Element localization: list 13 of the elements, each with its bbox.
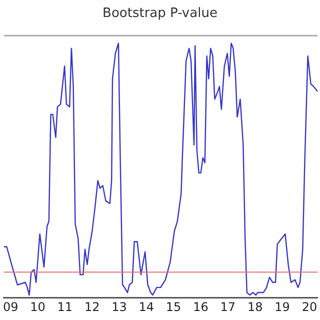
x-tick-label: 15 xyxy=(166,300,182,314)
x-tick-label: 20 xyxy=(302,300,318,314)
x-tick-label: 10 xyxy=(30,300,46,314)
x-tick-label: 18 xyxy=(247,300,263,314)
x-tick-label: 14 xyxy=(138,300,154,314)
x-tick-label: 19 xyxy=(274,300,290,314)
x-tick-label: 17 xyxy=(220,300,236,314)
x-tick-label: 13 xyxy=(112,300,127,314)
x-tick-label: 09 xyxy=(2,300,18,314)
chart-title: Bootstrap P-value xyxy=(102,6,218,22)
x-tick-label: 12 xyxy=(84,300,100,314)
x-tick-label: 16 xyxy=(193,300,208,314)
x-tick-label: 11 xyxy=(57,300,73,314)
